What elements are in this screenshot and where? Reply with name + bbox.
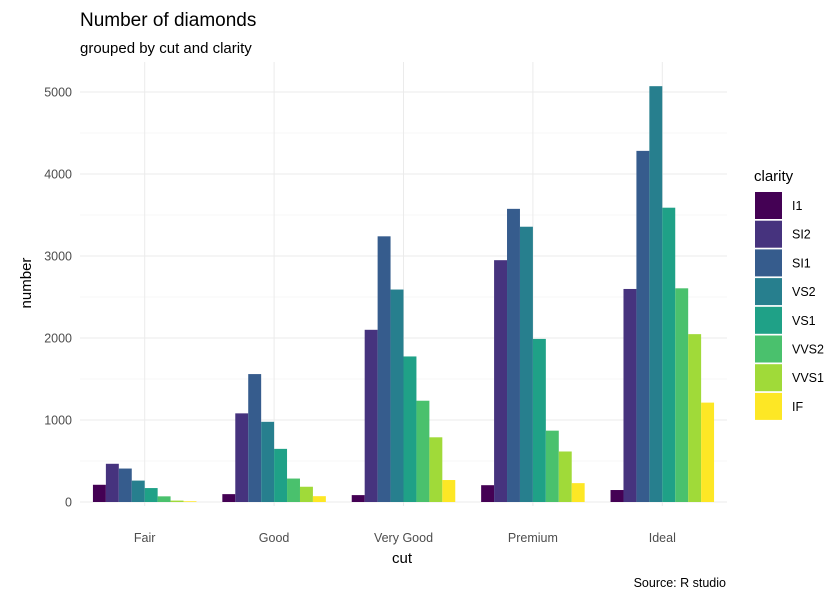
legend-swatch-vvs1 — [755, 364, 782, 392]
y-axis-ticks: 0 1000 2000 3000 4000 5000 — [44, 86, 72, 510]
y-tick-label: 4000 — [44, 168, 72, 182]
bar-premium-si1 — [507, 208, 520, 502]
bar-premium-i1 — [481, 485, 495, 502]
x-tick-label: Good — [259, 531, 290, 545]
y-axis-title: number — [18, 258, 35, 309]
bar-fair-if — [183, 501, 197, 502]
x-tick-label: Very Good — [374, 531, 433, 545]
y-tick-label: 3000 — [44, 250, 72, 264]
bar-good-vvs2 — [287, 478, 300, 502]
legend-swatch-if — [755, 392, 782, 420]
bar-premium-si2 — [494, 260, 508, 502]
bar-ideal-if — [701, 402, 715, 502]
chart-subtitle: grouped by cut and clarity — [80, 40, 252, 57]
bar-very-good-vvs2 — [416, 400, 430, 502]
bar-good-vvs1 — [299, 486, 313, 502]
bar-premium-if — [571, 483, 585, 502]
bar-fair-vs1 — [144, 488, 158, 502]
bar-very-good-vs2 — [390, 289, 404, 502]
bar-premium-vs1 — [532, 338, 546, 502]
x-axis-ticks: Fair Good Very Good Premium Ideal — [134, 531, 676, 545]
y-tick-label: 1000 — [44, 414, 72, 428]
bar-premium-vvs1 — [558, 451, 572, 502]
bar-good-vs1 — [274, 448, 288, 502]
bar-good-si1 — [248, 374, 262, 502]
x-axis-title: cut — [392, 550, 413, 567]
y-tick-label: 2000 — [44, 332, 72, 346]
bar-ideal-si1 — [636, 150, 650, 502]
legend-title: clarity — [754, 168, 794, 185]
y-tick-label: 0 — [65, 496, 72, 510]
bar-ideal-vvs2 — [675, 288, 689, 502]
bar-good-si2 — [235, 413, 249, 502]
bar-ideal-vs2 — [649, 86, 663, 502]
bar-fair-vs2 — [131, 480, 145, 502]
legend-label-vs1: VS1 — [792, 314, 816, 328]
x-tick-label: Premium — [508, 531, 558, 545]
legend-label-if: IF — [792, 400, 803, 414]
legend-swatch-vs1 — [755, 306, 782, 334]
bar-very-good-i1 — [351, 495, 365, 502]
legend-swatch-vs2 — [755, 278, 782, 306]
bar-ideal-vs1 — [662, 207, 676, 502]
bar-fair-si2 — [105, 463, 119, 502]
bar-very-good-vvs1 — [429, 437, 443, 502]
legend-label-i1: I1 — [792, 199, 802, 213]
bar-fair-vvs2 — [157, 496, 171, 502]
bar-fair-si1 — [118, 468, 132, 502]
chart-caption: Source: R studio — [634, 576, 726, 590]
bar-ideal-vvs1 — [688, 334, 702, 502]
bar-very-good-si2 — [364, 329, 378, 502]
bar-very-good-si1 — [377, 236, 391, 502]
legend-swatch-si2 — [755, 220, 782, 248]
bar-premium-vs2 — [519, 226, 533, 502]
chart-title: Number of diamonds — [80, 10, 256, 31]
bar-fair-i1 — [92, 484, 106, 502]
bar-good-vs2 — [261, 421, 275, 502]
legend-swatch-vvs2 — [755, 335, 782, 363]
legend-label-vvs2: VVS2 — [792, 343, 824, 357]
x-tick-label: Fair — [134, 531, 156, 545]
legend-label-vvs1: VVS1 — [792, 371, 824, 385]
legend-swatch-i1 — [755, 192, 782, 219]
legend: I1 SI2 SI1 VS2 VS1 VVS2 VVS1 IF — [755, 192, 824, 420]
bars — [92, 86, 715, 502]
bar-ideal-si2 — [623, 288, 637, 502]
legend-swatch-si1 — [755, 249, 782, 277]
legend-label-si2: SI2 — [792, 228, 811, 242]
legend-label-si1: SI1 — [792, 256, 811, 270]
bar-ideal-i1 — [610, 490, 624, 502]
legend-label-vs2: VS2 — [792, 285, 816, 299]
bar-very-good-if — [442, 480, 456, 502]
y-tick-label: 5000 — [44, 86, 72, 100]
bar-fair-vvs1 — [170, 500, 184, 502]
bar-very-good-vs1 — [403, 356, 417, 502]
bar-good-i1 — [222, 494, 236, 502]
bar-premium-vvs2 — [545, 430, 559, 502]
x-tick-label: Ideal — [649, 531, 676, 545]
bar-good-if — [312, 496, 326, 502]
